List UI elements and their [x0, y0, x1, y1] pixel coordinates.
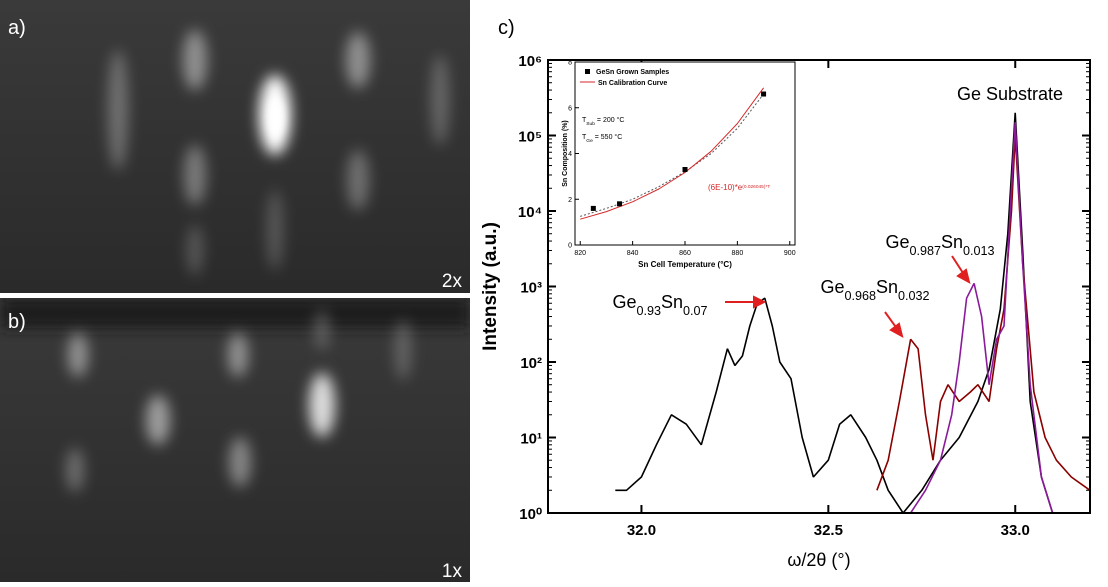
annotation-part: Sn	[941, 232, 963, 252]
panel-label: c)	[498, 17, 515, 39]
annotation-part: 0.07	[683, 304, 708, 318]
point	[590, 205, 596, 211]
annotation-part: T	[582, 134, 587, 141]
y-tick-label: 8	[568, 60, 572, 67]
y-tick-label: 6	[568, 105, 572, 112]
y-tick-label: 10⁶	[518, 53, 542, 70]
inset-chart: 0 2 4 6 8 820 840 860 880 900 Sn Cell Temperature …	[562, 60, 796, 270]
panel-label: a)	[8, 17, 26, 39]
x-axis-label: ω/2θ (°)	[787, 550, 850, 570]
annotation-part: = 550 °C	[593, 133, 622, 141]
annotation-part: T	[582, 117, 587, 124]
zoom-label: 1x	[442, 561, 463, 582]
y-tick-label: 0	[568, 243, 572, 250]
annotation-part: 0.968	[844, 289, 876, 303]
annotation: (6E-10)*e(0.026045)*T	[708, 183, 770, 192]
x-tick-label: 860	[679, 250, 691, 257]
y-tick-label: 4	[568, 151, 572, 158]
annotation-part: 0.032	[898, 289, 930, 303]
y-tick-label: 2	[568, 197, 572, 204]
panel-label: b)	[8, 311, 26, 333]
series-line	[580, 87, 765, 220]
annotation-part: 0.93	[636, 304, 661, 318]
annotation-part: Sn	[876, 277, 898, 297]
annotation-part: (6E-10)*e	[708, 183, 743, 192]
annotation-part: Ge	[612, 292, 636, 312]
annotation-part: 0.987	[909, 244, 941, 258]
annotation-part: Ge Substrate	[957, 84, 1063, 104]
x-tick-label: 880	[732, 250, 744, 257]
series-line	[615, 112, 1054, 514]
x-tick-label: 840	[627, 250, 639, 257]
y-tick-label: 10³	[520, 280, 542, 297]
rheed-image-b	[0, 298, 470, 582]
annotation-part: Sn	[661, 292, 683, 312]
y-tick-label: 10⁵	[518, 129, 542, 146]
zoom-label: 2x	[442, 271, 463, 292]
x-tick-label: 33.0	[1001, 522, 1030, 539]
annotation-part: Ge	[885, 232, 909, 252]
annotation: Ge0.968Sn0.032	[820, 277, 929, 303]
inset-frame	[574, 61, 796, 246]
point	[617, 201, 623, 207]
y-tick-label: 10⁰	[519, 506, 542, 523]
xrd-chart: 10⁰ 10¹ 10² 10³ 10⁴ 10⁵ 10⁶ 32.0 32.5 33.0 ω/2θ (°…	[480, 53, 1091, 570]
y-tick-label: 10¹	[520, 431, 542, 448]
x-tick-label: 32.0	[627, 522, 656, 539]
annotation: TSub = 200 °C	[582, 116, 624, 127]
legend-label: Sn Calibration Curve	[598, 80, 667, 87]
legend-marker	[585, 69, 590, 74]
x-tick-label: 820	[574, 250, 586, 257]
y-tick-label: 10⁴	[518, 204, 542, 221]
annotation-part: = 200 °C	[595, 116, 624, 124]
annotation-part: (0.026045)*T	[742, 184, 770, 190]
point	[682, 167, 688, 173]
x-tick-label: 32.5	[814, 522, 843, 539]
annotation: Ge0.93Sn0.07	[612, 292, 707, 318]
annotation: TGe = 550 °C	[582, 133, 622, 144]
series-line	[580, 93, 764, 217]
annotation-arrows	[725, 255, 971, 338]
annotation: Ge0.987Sn0.013	[885, 232, 994, 258]
series-line	[876, 135, 1091, 491]
rheed-image-a	[0, 0, 470, 293]
x-tick-label: 900	[784, 250, 796, 257]
annotation-part: 0.013	[963, 244, 995, 258]
y-tick-label: 10²	[520, 355, 542, 372]
series-line	[909, 122, 1054, 514]
x-axis-label: Sn Cell Temperature (°C)	[638, 260, 732, 269]
y-axis-label: Intensity (a.u.)	[480, 222, 501, 351]
annotation: Ge Substrate	[957, 84, 1063, 104]
y-axis-label: Sn Composition (%)	[562, 120, 569, 187]
point	[761, 91, 767, 97]
annotation-part: Ge	[820, 277, 844, 297]
annotation-part: Ge	[586, 138, 593, 144]
legend-label: GeSn Grown Samples	[596, 69, 669, 76]
annotation-part: Sub	[586, 121, 595, 127]
